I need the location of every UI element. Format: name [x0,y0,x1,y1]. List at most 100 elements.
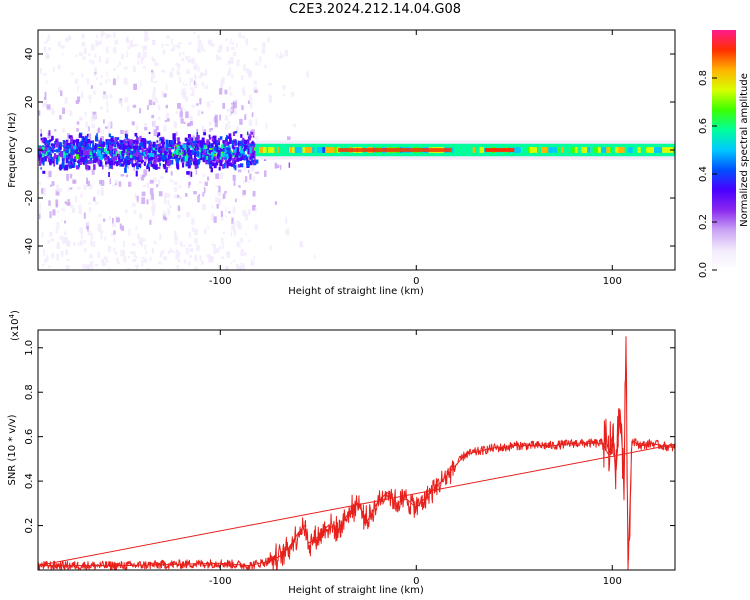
heatmap-band-cell [91,148,94,153]
heatmap-y-tick-label: 0 [24,147,35,153]
colorbar-tick-label: 0.6 [698,118,709,134]
heatmap-band-cell [109,145,112,151]
heatmap-noise-cell [152,40,156,46]
heatmap-band-cell [241,155,244,161]
heatmap-noise-cell [49,231,53,237]
heatmap-coherent-cell [538,147,543,153]
heatmap-coherent-cell [557,147,560,153]
heatmap-band-cell [48,130,51,136]
heatmap-noise-cell [197,35,200,39]
heatmap-coherent-cell [330,147,335,153]
heatmap-band-cell [50,157,54,161]
svg-text:(x104): (x104) [8,310,21,341]
heatmap-band-cell [237,148,241,154]
heatmap-band-cell [135,149,140,156]
heatmap-band-cell [162,159,164,162]
heatmap-noise-cell [177,63,181,70]
heatmap-band-cell [196,145,199,151]
heatmap-noise-cell [163,210,166,217]
heatmap-band-cell [113,150,115,156]
heatmap-band-cell [129,145,132,149]
heatmap-band-cell [39,147,41,154]
heatmap-noise-cell [46,104,51,110]
heatmap-band-cell [90,153,93,157]
heatmap-noise-cell [126,51,128,58]
heatmap-band-cell [134,143,138,147]
heatmap-noise-cell [235,198,237,202]
snr-y-axis-label: SNR (10 * v/v) [7,414,18,485]
heatmap-noise-cell [207,176,210,181]
heatmap-band-cell [176,148,179,155]
heatmap-band-cell [232,154,235,157]
heatmap-band-cell [240,163,244,168]
heatmap-band-cell [111,143,113,150]
heatmap-noise-cell [100,106,103,110]
heatmap-band-cell [141,138,143,142]
heatmap-noise-cell [132,104,137,108]
heatmap-band-cell [143,145,147,150]
heatmap-band-cell [249,147,252,154]
heatmap-noise-cell [241,35,245,39]
heatmap-band-cell [58,166,62,170]
heatmap-noise-cell [135,226,138,231]
heatmap-band-cell [225,147,228,151]
heatmap-band-cell [52,156,56,160]
heatmap-noise-cell [98,56,101,63]
heatmap-band-cell [226,160,230,166]
heatmap-noise-cell [221,237,224,244]
heatmap-noise-cell [157,179,160,186]
heatmap-band-cell [246,156,249,160]
heatmap-noise-cell [77,85,79,91]
heatmap-band-cell [242,148,245,152]
heatmap-coherent-cell [653,147,659,153]
heatmap-band-cell [54,141,57,145]
heatmap-noise-cell [90,261,94,268]
heatmap-band-cell [216,146,219,153]
heatmap-noise-cell [112,218,114,225]
heatmap-band-cell [69,135,73,139]
heatmap-band-cell [234,164,237,171]
heatmap-band-cell [200,146,203,151]
heatmap-noise-cell [151,72,156,78]
heatmap-noise-cell [143,258,148,263]
heatmap-noise-cell [236,221,240,228]
heatmap-noise-cell [125,174,128,178]
heatmap-band-cell [229,154,232,159]
heatmap-noise-cell [83,212,86,219]
heatmap-coherent-cell [259,147,263,153]
heatmap-marks [38,30,675,270]
heatmap-noise-cell [230,231,233,237]
heatmap-band-cell [162,154,166,161]
heatmap-noise-cell [170,48,175,52]
heatmap-noise-cell [139,173,142,178]
heatmap-noise-cell [121,53,124,60]
heatmap-noise-cell [123,77,128,85]
heatmap-noise-cell [107,245,111,253]
heatmap-noise-cell [209,128,212,132]
heatmap-noise-cell [117,74,120,81]
heatmap-coherent-cell [605,147,608,153]
heatmap-noise-cell [236,241,239,247]
heatmap-noise-cell [220,79,224,82]
heatmap-band-cell [249,160,253,166]
heatmap-band-cell [165,139,169,145]
heatmap-noise-cell [211,243,215,247]
heatmap-noise-cell [237,169,242,173]
heatmap-band-cell [124,167,127,173]
heatmap-band-cell [132,163,135,168]
snr-multiplier-close: ) [10,310,21,314]
heatmap-coherent-cell [293,147,301,153]
heatmap-band-cell [145,150,148,154]
heatmap-coherent-cell [577,147,582,153]
heatmap-band-cell [175,163,179,166]
heatmap-band-cell [168,140,172,146]
heatmap-band-cell [220,156,224,162]
heatmap-band-cell [244,140,247,144]
heatmap-band-cell [211,154,214,160]
heatmap-noise-cell [141,259,144,267]
heatmap-noise-cell [182,88,186,95]
heatmap-noise-cell [242,90,246,96]
heatmap-band-cell [92,153,95,159]
heatmap-band-cell [88,146,92,149]
heatmap-noise-cell [106,101,109,107]
